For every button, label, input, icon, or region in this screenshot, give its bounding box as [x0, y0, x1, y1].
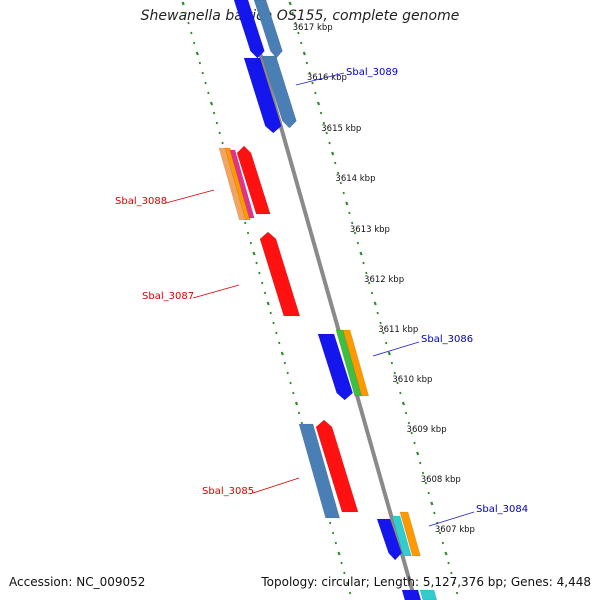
scale-tick-label: 3611 kbp [378, 325, 418, 335]
gene-leader-line [192, 284, 240, 299]
gene-feature-17 [399, 511, 421, 557]
gene-feature-2 [253, 0, 283, 59]
scale-tick-label: 3609 kbp [407, 425, 447, 435]
scale-tick-label: 3614 kbp [335, 174, 375, 184]
gene-feature-9 [259, 231, 301, 317]
dot-track-2 [288, 1, 459, 595]
gene-feature-4 [261, 55, 297, 129]
gene-feature-18 [401, 589, 422, 600]
gene-feature-19 [419, 589, 438, 600]
scale-tick-label: 3612 kbp [364, 275, 404, 285]
scale-tick-label: 3615 kbp [321, 124, 361, 134]
scale-tick-label: 3610 kbp [392, 375, 432, 385]
map-title: Shewanella baltica OS155, complete genom… [140, 8, 460, 24]
gene-leader-line [165, 189, 215, 204]
gene-feature-14 [315, 419, 359, 513]
scale-tick-label: 3613 kbp [350, 225, 390, 235]
genome-summary-text: Topology: circular; Length: 5,127,376 bp… [261, 575, 591, 589]
gene-labels: Sbal_3089 Sbal_3088 Sbal_3087 Sbal_3086 Sbal… [115, 67, 528, 527]
gene-features [218, 0, 438, 600]
gene-label-sbal-3085: Sbal_3085 [202, 486, 254, 497]
scale-tick-label: 3617 kbp [293, 23, 333, 33]
gene-feature-7 [229, 149, 255, 219]
scale-tick-label: 3616 kbp [307, 73, 347, 83]
gene-feature-16 [391, 515, 412, 557]
backbone-track [243, 0, 417, 600]
gene-feature-1 [233, 0, 265, 59]
gene-leader-line [428, 511, 475, 527]
gene-feature-15 [376, 518, 402, 561]
gc-dot-tracks [181, 1, 459, 595]
accession-text: Accession: NC_009052 [9, 575, 146, 589]
gene-feature-10 [317, 333, 354, 401]
backbone-line [243, 0, 417, 600]
gene-label-sbal-3087: Sbal_3087 [142, 291, 194, 302]
gene-leader-line [372, 341, 420, 357]
gene-feature-12 [342, 329, 370, 397]
scale-tick-label: 3608 kbp [421, 475, 461, 485]
gene-label-sbal-3086: Sbal_3086 [421, 334, 473, 345]
gene-feature-8 [236, 145, 271, 215]
gene-leader-line [295, 72, 345, 86]
gene-label-sbal-3088: Sbal_3088 [115, 196, 167, 207]
gene-feature-3 [243, 57, 282, 134]
scale-tick-label: 3607 kbp [435, 525, 475, 535]
scale-ticks: 3617 kbp 3616 kbp 3615 kbp 3614 kbp 3613 kbp… [293, 23, 475, 535]
gene-feature-13 [298, 423, 341, 519]
gene-label-sbal-3084: Sbal_3084 [476, 504, 528, 515]
gene-label-sbal-3089: Sbal_3089 [346, 67, 398, 78]
gene-feature-6 [224, 147, 251, 221]
gene-leader-line [252, 477, 300, 494]
